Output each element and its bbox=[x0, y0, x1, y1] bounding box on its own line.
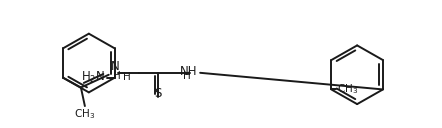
Text: H: H bbox=[113, 71, 121, 81]
Text: S: S bbox=[155, 87, 162, 100]
Text: H$_2$N: H$_2$N bbox=[80, 70, 105, 85]
Text: CH$_3$: CH$_3$ bbox=[337, 83, 358, 96]
Text: N: N bbox=[110, 60, 119, 73]
Text: H: H bbox=[183, 71, 191, 81]
Text: NH: NH bbox=[180, 65, 198, 78]
Text: H: H bbox=[123, 72, 130, 82]
Text: CH$_3$: CH$_3$ bbox=[74, 107, 95, 121]
